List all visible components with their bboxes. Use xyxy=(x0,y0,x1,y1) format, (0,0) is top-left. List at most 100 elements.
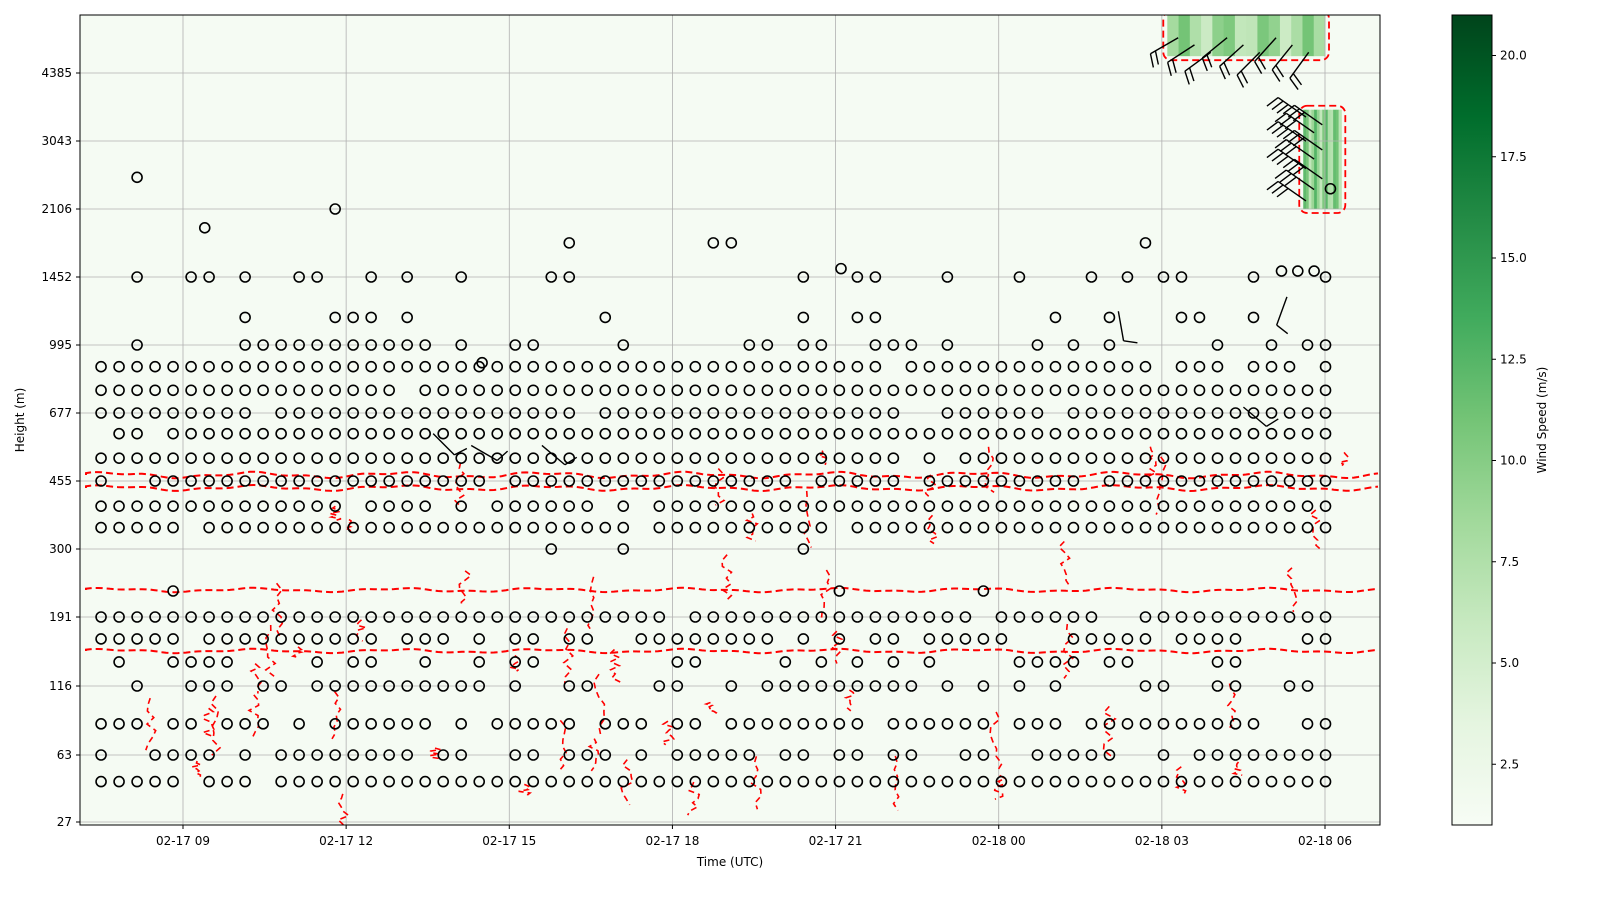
observation-marker xyxy=(923,521,936,534)
wind-barb-flag xyxy=(1254,61,1263,74)
observation-marker xyxy=(779,407,792,419)
observation-marker xyxy=(887,500,900,512)
observation-marker xyxy=(1211,339,1224,351)
observation-marker xyxy=(347,656,359,668)
observation-marker xyxy=(1139,475,1152,487)
wind-barbs xyxy=(432,37,1323,466)
observation-marker xyxy=(959,775,972,788)
observation-marker xyxy=(797,407,810,419)
observation-marker xyxy=(1103,775,1116,788)
high-wind-cell xyxy=(1333,109,1337,209)
observation-marker xyxy=(1301,633,1314,645)
observation-marker xyxy=(257,680,269,692)
observation-marker xyxy=(419,407,431,419)
observation-marker xyxy=(1247,360,1260,373)
observation-marker xyxy=(545,384,558,397)
observation-marker xyxy=(635,775,648,788)
wind-barb xyxy=(1274,169,1315,191)
observation-marker xyxy=(347,427,359,440)
contour-blob xyxy=(428,747,442,761)
wind-barb-flag xyxy=(1279,172,1292,183)
observation-marker xyxy=(851,718,864,730)
observation-marker xyxy=(329,203,341,215)
observation-marker xyxy=(797,680,810,692)
contour-blob xyxy=(993,774,1008,800)
observation-marker xyxy=(761,360,774,373)
observation-marker xyxy=(1157,749,1170,761)
observation-marker xyxy=(653,633,666,645)
observation-marker xyxy=(1049,427,1062,440)
observation-marker xyxy=(275,680,287,692)
observation-marker xyxy=(851,775,864,788)
wind-barb-flag xyxy=(1287,108,1300,118)
observation-marker xyxy=(563,611,576,623)
wind-barb xyxy=(1236,51,1261,88)
observation-marker xyxy=(959,384,972,397)
observation-marker xyxy=(653,407,666,419)
observation-marker xyxy=(941,384,954,397)
observation-marker xyxy=(311,339,323,351)
observation-marker xyxy=(95,611,107,623)
observation-marker xyxy=(887,611,900,623)
observation-marker xyxy=(835,262,847,275)
observation-marker xyxy=(563,500,576,512)
observation-marker xyxy=(1031,775,1044,788)
observation-marker xyxy=(95,452,107,464)
observation-marker xyxy=(419,633,431,645)
observation-marker xyxy=(1319,633,1332,645)
observation-marker xyxy=(311,611,323,623)
observation-marker xyxy=(581,384,594,397)
high-wind-cell xyxy=(1223,15,1236,57)
observation-marker xyxy=(293,384,305,397)
observation-marker xyxy=(1265,360,1278,373)
high-wind-cell xyxy=(1246,15,1258,57)
observation-marker xyxy=(1247,384,1260,397)
observation-marker xyxy=(1319,452,1332,464)
observation-marker xyxy=(1085,749,1098,761)
wind-barb-flag xyxy=(1271,152,1284,162)
observation-marker xyxy=(1319,718,1332,730)
observation-marker xyxy=(563,718,576,730)
observation-marker xyxy=(365,407,377,419)
observation-marker xyxy=(1283,427,1296,440)
observation-marker xyxy=(167,475,179,487)
colorbar-title: Wind Speed (m/s) xyxy=(1535,367,1549,474)
contour-blob xyxy=(686,781,701,816)
observation-marker xyxy=(581,360,594,373)
observation-marker xyxy=(725,407,738,419)
observation-marker xyxy=(833,500,846,512)
observation-marker xyxy=(167,521,179,534)
wind-barb-shaft xyxy=(1117,311,1125,341)
observation-marker xyxy=(473,407,486,419)
observation-marker xyxy=(977,718,990,730)
contour-blob xyxy=(249,663,263,694)
contour-blob xyxy=(271,582,284,638)
observation-marker xyxy=(959,360,972,373)
observation-marker xyxy=(455,271,468,283)
observation-marker xyxy=(185,271,197,283)
observation-marker xyxy=(905,611,918,623)
observation-marker xyxy=(833,427,846,440)
observation-marker xyxy=(887,656,900,668)
observation-marker xyxy=(131,680,143,692)
observation-marker xyxy=(1103,452,1116,464)
observation-marker xyxy=(959,521,972,534)
observation-marker xyxy=(617,718,630,730)
observation-marker xyxy=(113,633,125,645)
observation-marker xyxy=(1211,427,1224,440)
observation-marker xyxy=(887,475,900,487)
observation-marker xyxy=(239,339,251,351)
observation-marker xyxy=(239,384,251,397)
observation-marker xyxy=(923,775,936,788)
observation-marker xyxy=(1139,407,1152,419)
observation-marker xyxy=(1175,384,1188,397)
wind-barb-flag xyxy=(1236,74,1245,88)
observation-marker xyxy=(617,452,630,464)
observation-marker xyxy=(1103,521,1116,534)
observation-marker xyxy=(995,452,1008,464)
wind-barb-shaft xyxy=(1242,406,1267,427)
observation-marker xyxy=(1067,360,1080,373)
observation-marker xyxy=(545,500,558,512)
observation-marker xyxy=(1067,339,1080,351)
observation-marker xyxy=(131,360,143,373)
